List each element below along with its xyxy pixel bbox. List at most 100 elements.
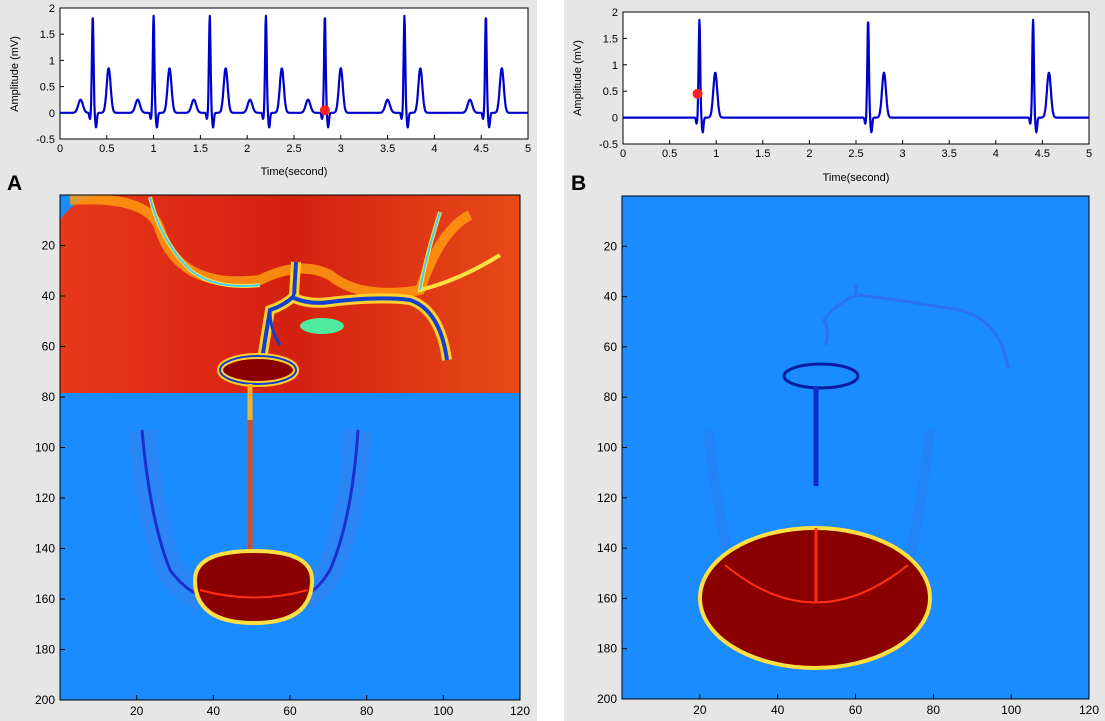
- right-fiber-ghost-b: [905, 429, 935, 561]
- map-ytick-label: 60: [42, 340, 56, 354]
- apex-region-a: [192, 548, 315, 626]
- ecg-ytick-label: 0: [612, 113, 618, 125]
- left-fiber-ghost-b: [703, 429, 735, 562]
- map-ytick-label: 200: [35, 693, 55, 707]
- ecg-xtick-label: 4.5: [1035, 148, 1050, 160]
- panel-label-b: B: [571, 172, 587, 195]
- map-ytick-label: 100: [35, 441, 55, 455]
- map-ytick-label: 80: [42, 390, 56, 404]
- map-xtick-label: 20: [130, 704, 144, 718]
- map-xtick-label: 40: [771, 703, 785, 717]
- upper-fiber-trace-b: [822, 293, 1010, 369]
- ecg-xtick-label: 1.5: [755, 148, 770, 160]
- map-xtick-label: 100: [433, 704, 453, 718]
- map-xtick-label: 40: [207, 704, 221, 718]
- conduction-fiber-right-a: [293, 296, 449, 361]
- ecg-ticks-a: 0 0.5 1 1.5 2 2.5 3 3.5 4 4.5 5-0.500.511.52: [36, 3, 531, 155]
- map-ytick-label: 60: [604, 340, 618, 354]
- ecg-xtick-label: 0.5: [99, 143, 114, 155]
- map-ytick-label: 200: [597, 692, 617, 706]
- map-xtick-label: 80: [360, 704, 374, 718]
- apex-inner-line-a: [199, 589, 309, 599]
- ecg-xtick-label: 3: [900, 148, 906, 160]
- map-ytick-label: 20: [42, 239, 56, 253]
- map-ticks-a: 20 40 60 80 100 120 20 40 60 80 100 120 140 160 180 200: [35, 239, 530, 719]
- ecg-ytick-label: 0.5: [603, 86, 618, 98]
- activation-spot-a: [300, 318, 344, 334]
- map-ytick-label: 160: [597, 591, 617, 605]
- map-ytick-label: 120: [597, 491, 617, 505]
- av-node-ring-b: [782, 362, 860, 390]
- ecg-xtick-label: 0: [57, 143, 63, 155]
- map-xtick-label: 80: [927, 703, 941, 717]
- ecg-xlabel-b: Time(second): [823, 172, 890, 184]
- ecg-xtick-label: 2.5: [286, 143, 301, 155]
- ecg-xtick-label: 4: [431, 143, 437, 155]
- ecg-ytick-label: 2: [49, 3, 55, 15]
- ecg-xtick-label: 3.5: [380, 143, 395, 155]
- ecg-xtick-label: 3: [338, 143, 344, 155]
- panel-label-a: A: [7, 172, 23, 195]
- ecg-xtick-label: 4: [993, 148, 999, 160]
- map-plot-a: 20 40 60 80 100 120 20 40 60 80 100 120 140 160 180 200: [35, 194, 530, 719]
- ecg-xtick-label: 1: [713, 148, 719, 160]
- map-ytick-label: 140: [597, 541, 617, 555]
- ecg-xtick-label: 3.5: [942, 148, 957, 160]
- ecg-trace-a: [59, 14, 529, 129]
- ecg-xtick-label: 4.5: [474, 143, 489, 155]
- ecg-ytick-label: -0.5: [36, 134, 55, 146]
- ecg-ytick-label: 0: [49, 108, 55, 120]
- map-xtick-label: 120: [1079, 703, 1099, 717]
- map-ytick-label: 120: [35, 491, 55, 505]
- map-plot-b: 20 40 60 80 100 120 20 40 60 80 100 120 140 160 180 200: [597, 195, 1099, 717]
- left-purkinje-fiber-a: [140, 429, 201, 597]
- ecg-trace-b: [622, 18, 1090, 134]
- ecg-xtick-label: 2: [806, 148, 812, 160]
- av-node-ring-edge-a: [219, 355, 297, 385]
- right-purkinje-fiber-a: [304, 429, 360, 597]
- ecg-ytick-label: -0.5: [599, 139, 618, 151]
- map-ytick-label: 20: [604, 239, 618, 253]
- ecg-ytick-label: 1: [612, 60, 618, 72]
- ecg-axes-box-b: [622, 11, 1090, 145]
- map-ticks-b: 20 40 60 80 100 120 20 40 60 80 100 120 140 160 180 200: [597, 239, 1099, 717]
- map-ytick-label: 80: [604, 390, 618, 404]
- ecg-xtick-label: 0.5: [662, 148, 677, 160]
- map-ytick-label: 40: [42, 289, 56, 303]
- ecg-plot-a: 0 0.5 1 1.5 2 2.5 3 3.5 4 4.5 5-0.500.511.52 Ampli…: [9, 3, 531, 178]
- conduction-fiber-left-a: [260, 261, 298, 361]
- map-ytick-label: 160: [35, 592, 55, 606]
- map-ytick-label: 180: [597, 642, 617, 656]
- map-ytick-label: 100: [597, 441, 617, 455]
- ecg-ytick-label: 1.5: [40, 29, 55, 41]
- ecg-xlabel-a: Time(second): [261, 166, 328, 178]
- ecg-xtick-label: 5: [1086, 148, 1092, 160]
- ecg-ytick-label: 1: [49, 55, 55, 67]
- conduction-branch-a: [268, 309, 282, 346]
- ecg-axes-box-a: [59, 7, 529, 140]
- ecg-xtick-label: 2: [244, 143, 250, 155]
- wavefront-edge-left-inner-a: [149, 196, 261, 287]
- map-xtick-label: 120: [510, 704, 530, 718]
- ecg-marker-a: [319, 105, 330, 116]
- ecg-ytick-label: 0.5: [40, 82, 55, 94]
- ecg-xtick-label: 1.5: [193, 143, 208, 155]
- ecg-xtick-label: 5: [525, 143, 531, 155]
- ecg-xtick-label: 1: [151, 143, 157, 155]
- ecg-xtick-label: 2.5: [848, 148, 863, 160]
- map-ytick-label: 40: [604, 290, 618, 304]
- ecg-ylabel-b: Amplitude (mV): [572, 40, 584, 116]
- ecg-ytick-label: 2: [612, 7, 618, 19]
- map-ytick-label: 180: [35, 643, 55, 657]
- wavefront-edge-right-inner-a: [419, 211, 441, 291]
- map-ytick-label: 140: [35, 542, 55, 556]
- map-xtick-label: 60: [849, 703, 863, 717]
- map-xtick-label: 100: [1001, 703, 1021, 717]
- apex-inner-line-b: [724, 564, 909, 604]
- ecg-xtick-label: 0: [620, 148, 626, 160]
- ecg-marker-b: [692, 88, 703, 99]
- ecg-ylabel-a: Amplitude (mV): [9, 36, 21, 112]
- map-xtick-label: 20: [693, 703, 707, 717]
